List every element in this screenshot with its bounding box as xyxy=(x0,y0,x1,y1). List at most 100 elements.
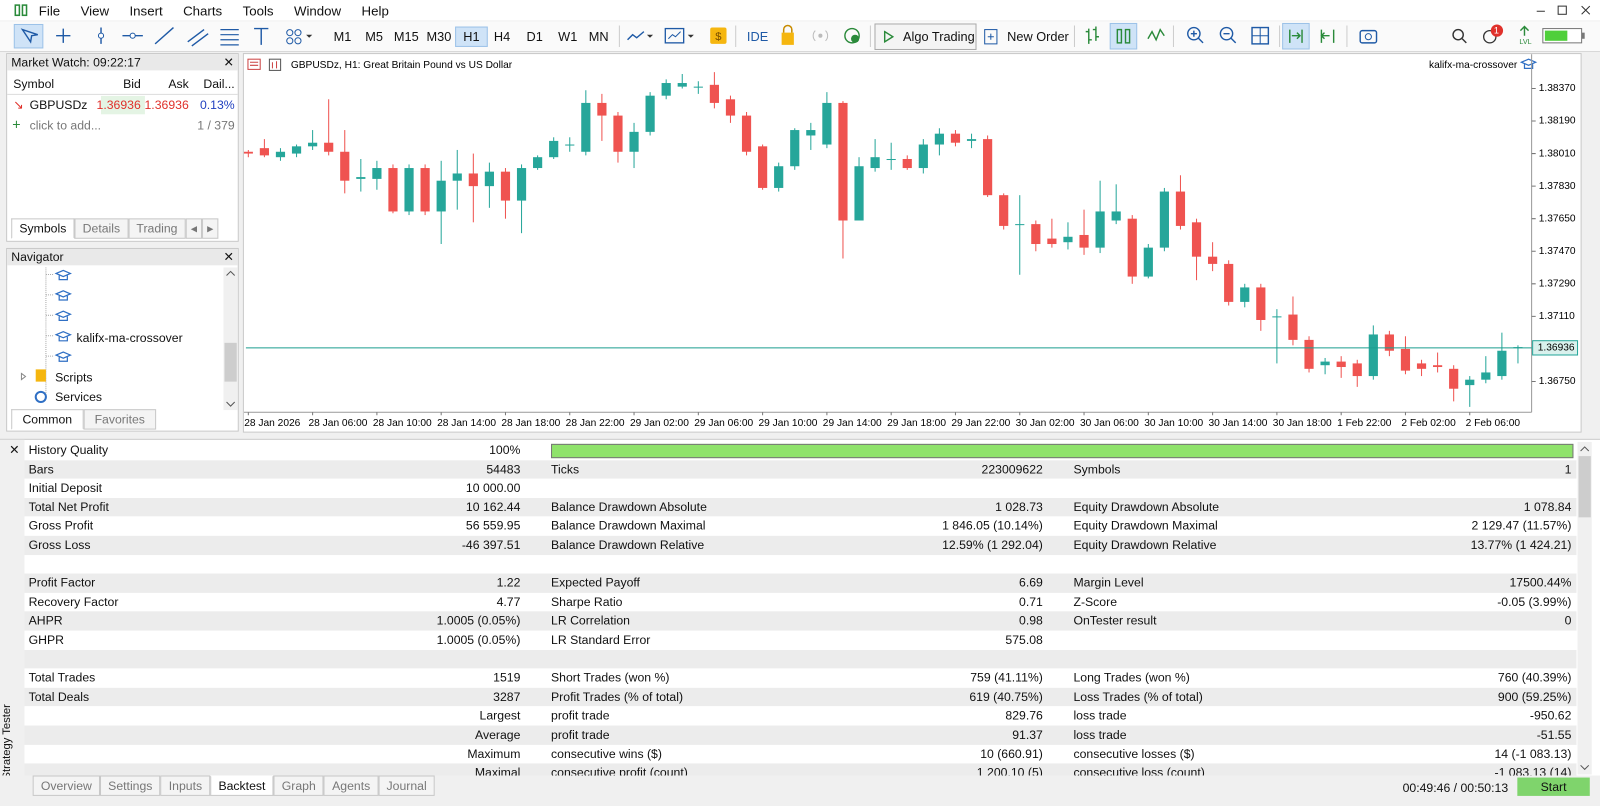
symbol-count: 1 / 379 xyxy=(197,118,235,133)
timeframe[interactable]: M15 xyxy=(393,29,419,44)
y-tick-label: 1.37830 xyxy=(1539,181,1576,192)
menu-item[interactable]: Charts xyxy=(183,2,223,18)
chart-tools[interactable]: $ xyxy=(617,21,739,51)
tab[interactable]: Graph xyxy=(273,775,324,796)
symbol[interactable]: GBPUSDz xyxy=(29,97,88,113)
folder-item[interactable]: Scripts xyxy=(55,370,93,385)
ide-button[interactable]: IDE xyxy=(746,29,769,44)
stat-value: 14 (-1 083.13) xyxy=(1494,746,1572,761)
timeframe[interactable]: H1 xyxy=(455,26,488,47)
candle-body xyxy=(790,130,800,167)
algo-trading-label: Algo Trading xyxy=(903,29,975,44)
x-tick-label: 29 Jan 18:00 xyxy=(887,418,946,429)
menu-item[interactable]: View xyxy=(80,2,110,18)
stat-value: -51.55 xyxy=(1536,727,1572,742)
timeframe[interactable]: M5 xyxy=(365,29,384,44)
candle-body xyxy=(404,168,414,212)
stat-label: Equity Drawdown Absolute xyxy=(1073,499,1220,515)
candle-body xyxy=(1224,263,1234,302)
stat-value: 17500.44% xyxy=(1509,575,1572,590)
candle-body xyxy=(709,84,719,103)
add-symbol[interactable]: click to add... xyxy=(29,118,102,133)
close-button[interactable]: ✕ xyxy=(9,442,20,458)
stat-label: consecutive profit (count) xyxy=(551,765,688,776)
stat-value: 3287 xyxy=(493,689,521,704)
ask: 1.36936 xyxy=(144,97,189,113)
drawing-tools[interactable] xyxy=(0,21,327,51)
tab[interactable]: Symbols xyxy=(11,218,75,239)
close-button[interactable]: ✕ xyxy=(223,55,234,70)
timeframe[interactable]: D1 xyxy=(526,29,543,44)
scrollbar[interactable] xyxy=(1577,441,1592,775)
candle-body xyxy=(1336,361,1346,368)
expert-item[interactable]: kalifx-ma-crossover xyxy=(76,330,183,345)
column-header[interactable]: Dail... xyxy=(203,76,235,91)
tab[interactable]: Overview xyxy=(32,775,101,796)
candle-body xyxy=(950,133,961,143)
candle-body xyxy=(1256,287,1266,320)
start-button[interactable]: Start xyxy=(1517,777,1590,796)
stat-label: Gross Profit xyxy=(28,518,94,534)
tab[interactable]: Trading xyxy=(128,218,186,239)
candle-body xyxy=(308,142,318,147)
candle-body xyxy=(1175,191,1186,226)
scroll-right[interactable]: ▸ xyxy=(202,218,219,239)
y-tick-label: 1.38190 xyxy=(1539,116,1576,127)
stat-label: Z-Score xyxy=(1073,594,1118,609)
candle-body xyxy=(549,140,559,158)
candle-body xyxy=(1320,361,1330,366)
tab[interactable]: Backtest xyxy=(210,775,274,796)
candle-body xyxy=(420,168,430,212)
y-tick-label: 1.37470 xyxy=(1539,246,1576,257)
column-header[interactable]: Symbol xyxy=(13,76,55,91)
stat-label: Ticks xyxy=(551,461,580,477)
candle-body xyxy=(1063,236,1073,243)
candle-body xyxy=(1288,314,1298,340)
stat-value: 4.77 xyxy=(496,594,521,609)
menu-item[interactable]: Help xyxy=(361,2,389,18)
tester-tabs: Overview Settings Inputs Backtest Graph … xyxy=(32,775,435,796)
tab[interactable]: Inputs xyxy=(160,775,211,796)
timeframe[interactable]: M30 xyxy=(426,29,452,44)
tab[interactable]: Agents xyxy=(323,775,379,796)
tab[interactable]: Common xyxy=(11,409,84,430)
menu-item[interactable]: Insert xyxy=(129,2,163,18)
timeframe[interactable]: W1 xyxy=(558,29,578,44)
service-icons[interactable] xyxy=(776,21,873,51)
column-header[interactable]: Ask xyxy=(168,76,189,91)
tab[interactable]: Journal xyxy=(378,775,435,796)
candle-body xyxy=(677,83,687,87)
stat-label: Recovery Factor xyxy=(28,594,119,609)
candle-body xyxy=(259,148,269,156)
tab[interactable]: Favorites xyxy=(83,409,157,430)
bid: 1.36936 xyxy=(96,97,141,113)
view-tools[interactable] xyxy=(1073,21,1389,51)
menu-item[interactable]: File xyxy=(38,2,61,18)
stat-label: Total Deals xyxy=(28,689,90,704)
folder-item[interactable]: Services xyxy=(55,389,103,405)
stat-label: Gross Loss xyxy=(28,537,91,553)
algo-trading-button[interactable]: Algo Trading xyxy=(874,23,977,50)
menu-item[interactable]: Window xyxy=(293,2,342,18)
tab[interactable]: Details xyxy=(74,218,129,239)
candle-body xyxy=(1111,211,1121,221)
window-controls[interactable] xyxy=(1531,2,1598,18)
tab[interactable]: Settings xyxy=(100,775,161,796)
timeframe[interactable]: M1 xyxy=(333,29,352,44)
menu-item[interactable]: Tools xyxy=(242,2,274,18)
timeframe[interactable]: MN xyxy=(588,29,609,44)
column-header[interactable]: Bid xyxy=(123,76,141,91)
candle-body xyxy=(1095,211,1105,248)
stat-value: 619 (40.75%) xyxy=(969,689,1043,704)
stat-label: Profit Trades (% of total) xyxy=(551,689,684,704)
stats-row: Largest profit trade 829.76 loss trade -950.… xyxy=(24,706,1577,726)
timeframe[interactable]: H4 xyxy=(493,29,511,44)
candle-body xyxy=(452,173,462,181)
close-button[interactable]: ✕ xyxy=(223,249,234,265)
scroll-left[interactable]: ◂ xyxy=(185,218,203,239)
y-tick-label: 1.37650 xyxy=(1539,213,1576,224)
stat-value: 10 000.00 xyxy=(465,480,521,496)
stats-row xyxy=(24,649,1577,669)
new-order-button[interactable]: New Order xyxy=(1007,29,1069,44)
candle-body xyxy=(1208,256,1218,264)
